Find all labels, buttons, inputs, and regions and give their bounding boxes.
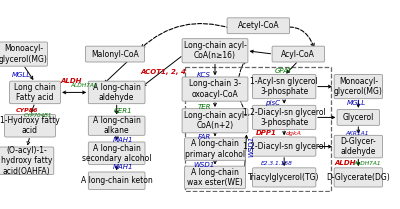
Text: WSD1: WSD1 bbox=[248, 136, 254, 157]
Text: KCS: KCS bbox=[197, 72, 211, 78]
Text: 1-Hydroxy fatty
acid: 1-Hydroxy fatty acid bbox=[0, 116, 60, 135]
Text: Long chain
Fatty acid: Long chain Fatty acid bbox=[14, 83, 56, 102]
FancyBboxPatch shape bbox=[4, 115, 56, 137]
FancyBboxPatch shape bbox=[88, 142, 145, 164]
Text: 1,2-Diacyl-sn glycerol: 1,2-Diacyl-sn glycerol bbox=[243, 142, 326, 151]
FancyBboxPatch shape bbox=[252, 105, 316, 130]
FancyBboxPatch shape bbox=[184, 166, 246, 189]
Text: Monoacyl-
glycerol(MG): Monoacyl- glycerol(MG) bbox=[0, 44, 48, 64]
Text: Triacylglycerol(TG): Triacylglycerol(TG) bbox=[248, 173, 320, 182]
FancyBboxPatch shape bbox=[0, 147, 54, 175]
FancyBboxPatch shape bbox=[182, 109, 248, 133]
Text: Glycerol: Glycerol bbox=[343, 113, 374, 122]
Text: ACOT1, 2, 4: ACOT1, 2, 4 bbox=[140, 69, 186, 75]
Text: 1,2-Diacyl-sn glycerol
3-phosphate: 1,2-Diacyl-sn glycerol 3-phosphate bbox=[243, 108, 326, 127]
Text: E2.3.1.158: E2.3.1.158 bbox=[261, 161, 293, 166]
Text: ALDH7A1: ALDH7A1 bbox=[70, 83, 98, 88]
Text: Acetyl-CoA: Acetyl-CoA bbox=[238, 21, 279, 30]
FancyBboxPatch shape bbox=[182, 77, 248, 101]
Text: MGLL: MGLL bbox=[12, 72, 31, 78]
Text: CYP704B1: CYP704B1 bbox=[24, 113, 52, 118]
Bar bbox=[186, 68, 331, 191]
FancyBboxPatch shape bbox=[88, 81, 145, 104]
Text: MAH1: MAH1 bbox=[113, 164, 134, 170]
Text: D-Glycerate(DG): D-Glycerate(DG) bbox=[326, 173, 390, 182]
FancyBboxPatch shape bbox=[184, 138, 246, 160]
Text: WSD1: WSD1 bbox=[194, 162, 215, 168]
FancyBboxPatch shape bbox=[86, 46, 144, 62]
Text: MAH1: MAH1 bbox=[113, 137, 134, 143]
Text: AKR1A1: AKR1A1 bbox=[345, 131, 368, 136]
FancyBboxPatch shape bbox=[334, 135, 382, 158]
Text: dgkA: dgkA bbox=[285, 131, 301, 136]
Text: A long-chain
aldehyde: A long-chain aldehyde bbox=[93, 83, 141, 102]
Text: CYP86: CYP86 bbox=[16, 108, 38, 113]
Text: Malonyl-CoA: Malonyl-CoA bbox=[91, 50, 139, 59]
Text: Long-chain 3-
oxoacyl-CoA: Long-chain 3- oxoacyl-CoA bbox=[189, 79, 241, 99]
Text: ALDH7A1: ALDH7A1 bbox=[353, 161, 380, 166]
Text: Long-chain acyl-
CoA(n+2): Long-chain acyl- CoA(n+2) bbox=[184, 111, 246, 130]
FancyBboxPatch shape bbox=[272, 46, 324, 62]
Text: ALDH: ALDH bbox=[60, 78, 82, 84]
Text: A long-chain
primary alcohol: A long-chain primary alcohol bbox=[185, 139, 245, 159]
FancyBboxPatch shape bbox=[227, 18, 290, 34]
Text: plsC: plsC bbox=[265, 100, 280, 106]
Text: Long-chain acyl-
CoA(n≥16): Long-chain acyl- CoA(n≥16) bbox=[184, 41, 246, 60]
FancyBboxPatch shape bbox=[337, 110, 380, 125]
FancyBboxPatch shape bbox=[252, 168, 316, 187]
Text: Monoacyl-
glycerol(MG): Monoacyl- glycerol(MG) bbox=[334, 77, 383, 96]
FancyBboxPatch shape bbox=[88, 172, 145, 190]
Text: D-Glycer-
aldehyde: D-Glycer- aldehyde bbox=[340, 137, 376, 156]
Text: A long-chain
wax ester(WE): A long-chain wax ester(WE) bbox=[187, 168, 243, 187]
FancyBboxPatch shape bbox=[10, 81, 60, 104]
Text: MGLL: MGLL bbox=[347, 100, 366, 106]
FancyBboxPatch shape bbox=[252, 137, 316, 156]
FancyBboxPatch shape bbox=[334, 74, 382, 99]
Text: TER: TER bbox=[198, 104, 211, 110]
Text: (O-acyl)-1-
hydroxy fatty
acid(OAHFA): (O-acyl)-1- hydroxy fatty acid(OAHFA) bbox=[1, 146, 52, 176]
FancyBboxPatch shape bbox=[88, 116, 145, 135]
Text: A long-chain
secondary alcohol: A long-chain secondary alcohol bbox=[82, 144, 152, 163]
Text: ALDH: ALDH bbox=[334, 160, 356, 166]
FancyBboxPatch shape bbox=[182, 39, 248, 63]
FancyBboxPatch shape bbox=[334, 168, 382, 187]
Text: GPAT: GPAT bbox=[274, 68, 292, 74]
Text: A long-chain
alkane: A long-chain alkane bbox=[93, 116, 141, 135]
FancyBboxPatch shape bbox=[0, 42, 48, 66]
Text: A long-chain keton: A long-chain keton bbox=[81, 176, 152, 185]
Text: DPP1: DPP1 bbox=[256, 130, 277, 136]
Text: CER1: CER1 bbox=[114, 108, 133, 114]
Text: Acyl-CoA: Acyl-CoA bbox=[281, 50, 315, 59]
Text: 1-Acyl-sn glycerol
3-phosphate: 1-Acyl-sn glycerol 3-phosphate bbox=[250, 77, 318, 96]
FancyBboxPatch shape bbox=[252, 74, 316, 99]
Text: FAR: FAR bbox=[198, 134, 211, 140]
